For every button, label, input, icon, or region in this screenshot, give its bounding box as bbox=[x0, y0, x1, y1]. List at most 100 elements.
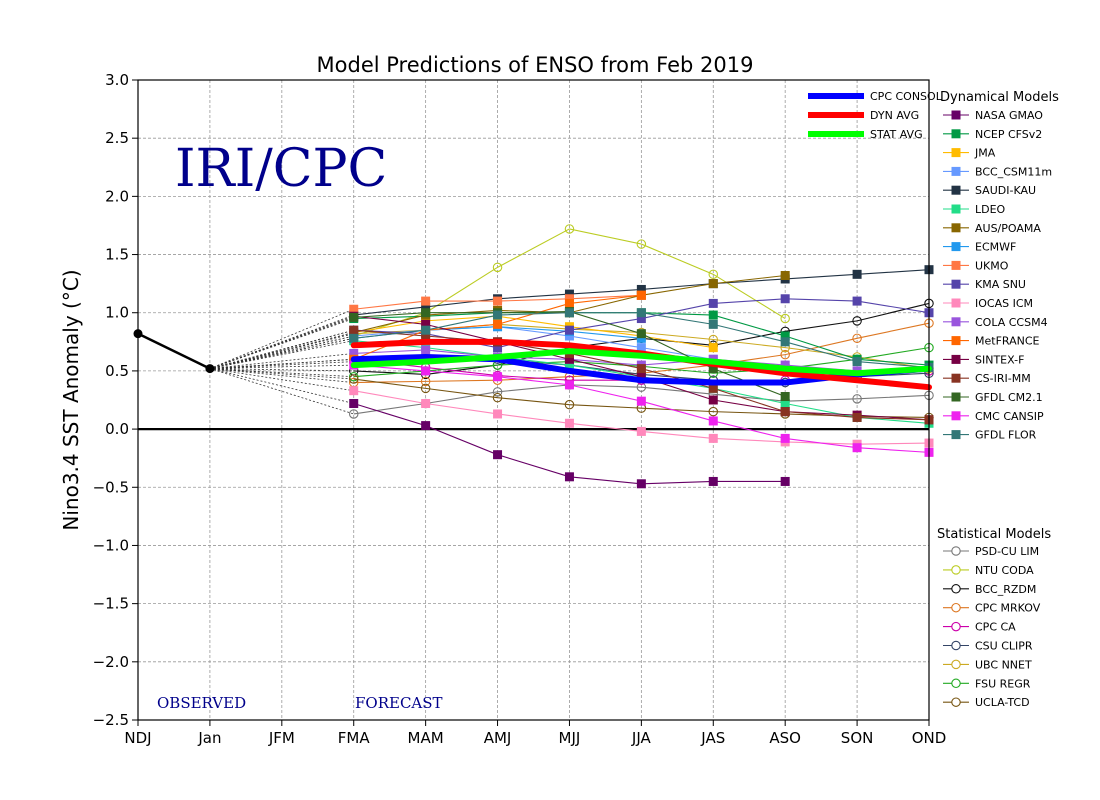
legend-label: FSU REGR bbox=[975, 677, 1031, 690]
data-point bbox=[780, 476, 790, 486]
data-point bbox=[636, 479, 646, 489]
data-point bbox=[349, 312, 359, 322]
data-point bbox=[564, 354, 574, 364]
legend-label: UBC NNET bbox=[975, 658, 1032, 671]
data-point bbox=[708, 319, 718, 329]
data-point bbox=[564, 380, 574, 390]
data-point bbox=[564, 360, 574, 370]
y-axis: 3.0 2.5 2.0 1.5 1.0 0.5 0.0 −0.5 −1.0 −1.5 −2.0 −2.… bbox=[93, 71, 138, 729]
data-point bbox=[349, 348, 359, 358]
data-point bbox=[564, 308, 574, 318]
legend-label: SAUDI-KAU bbox=[975, 184, 1036, 197]
data-point bbox=[852, 333, 862, 344]
x-tick-label: FMA bbox=[338, 729, 371, 747]
data-point bbox=[492, 262, 503, 273]
legend-marker bbox=[951, 336, 961, 346]
legend-label: GFDL FLOR bbox=[975, 429, 1037, 442]
dynamical-models-legend: Dynamical Models NASA GMAO NCEP CFSv2 JMA B… bbox=[940, 90, 1059, 442]
data-point bbox=[492, 392, 503, 403]
legend-marker bbox=[951, 223, 961, 233]
legend-marker bbox=[951, 354, 961, 364]
data-point bbox=[493, 372, 503, 382]
plot-border bbox=[137, 79, 930, 721]
observed-label: OBSERVED bbox=[157, 694, 246, 712]
legend-marker bbox=[951, 621, 961, 632]
fan-line bbox=[209, 368, 354, 392]
x-tick-label: AMJ bbox=[484, 729, 512, 747]
data-point bbox=[708, 416, 718, 426]
data-point bbox=[420, 376, 431, 387]
legend-marker bbox=[951, 602, 961, 613]
legend-marker bbox=[951, 565, 961, 575]
fan-line bbox=[209, 317, 354, 369]
x-tick-label: NDJ bbox=[124, 729, 151, 747]
data-point bbox=[636, 329, 646, 339]
legend-marker bbox=[951, 148, 961, 158]
legend-label: MetFRANCE bbox=[975, 335, 1040, 348]
legend-marker bbox=[951, 317, 961, 327]
x-tick-label: JFM bbox=[268, 729, 295, 747]
data-point bbox=[780, 392, 790, 402]
data-point bbox=[780, 398, 790, 408]
legend-marker bbox=[951, 697, 961, 707]
summary-line-stat-avg bbox=[350, 348, 932, 377]
data-point bbox=[493, 409, 503, 419]
legend-label: CPC MRKOV bbox=[975, 602, 1041, 615]
legend-label: LDEO bbox=[975, 203, 1006, 216]
data-point bbox=[493, 319, 503, 329]
data-point bbox=[564, 418, 574, 428]
data-point bbox=[348, 374, 359, 384]
legend-marker bbox=[951, 242, 961, 252]
data-point bbox=[708, 395, 718, 405]
data-point bbox=[636, 239, 647, 249]
data-point bbox=[636, 426, 646, 436]
data-point bbox=[348, 409, 359, 419]
x-tick-label: SON bbox=[841, 729, 874, 747]
x-tick-label: JAS bbox=[700, 729, 725, 747]
data-point bbox=[708, 433, 718, 443]
legend-label: SINTEX-F bbox=[975, 353, 1024, 366]
model-line bbox=[353, 384, 930, 415]
y-tick-label: 1.0 bbox=[105, 304, 129, 322]
legend-marker bbox=[951, 584, 961, 594]
forecast-fan-lines bbox=[209, 308, 354, 415]
y-tick-label: 3.0 bbox=[105, 71, 129, 89]
data-point bbox=[564, 325, 574, 335]
observed-point bbox=[205, 364, 215, 374]
fan-line bbox=[209, 353, 354, 369]
legend-label: KMA SNU bbox=[975, 278, 1026, 291]
data-point bbox=[421, 345, 431, 355]
legend-marker bbox=[951, 110, 961, 120]
data-point bbox=[564, 294, 574, 304]
data-point bbox=[421, 319, 431, 329]
data-point bbox=[421, 331, 431, 341]
model-nasa-gmao bbox=[349, 398, 790, 489]
data-point bbox=[564, 472, 574, 482]
data-point bbox=[420, 383, 431, 394]
legend-label: STAT AVG bbox=[870, 128, 923, 141]
plot-background bbox=[138, 80, 929, 720]
legend-marker bbox=[951, 260, 961, 270]
data-point bbox=[708, 364, 718, 374]
legend-marker bbox=[951, 411, 961, 421]
data-point bbox=[780, 349, 790, 360]
data-point bbox=[636, 308, 646, 318]
x-tick-label: JJA bbox=[631, 729, 652, 747]
fan-line bbox=[209, 368, 354, 415]
data-point bbox=[708, 383, 718, 393]
fan-line bbox=[209, 368, 354, 404]
data-point bbox=[852, 412, 862, 422]
legend-label: CPC CA bbox=[975, 621, 1016, 634]
data-point bbox=[780, 294, 790, 304]
x-tick-label: Jan bbox=[197, 729, 221, 747]
legend-label: JMA bbox=[974, 147, 996, 160]
data-point bbox=[708, 406, 719, 417]
legend-marker bbox=[951, 430, 961, 440]
legend-marker bbox=[951, 204, 961, 214]
data-point bbox=[492, 387, 503, 397]
legend-marker bbox=[951, 546, 961, 556]
data-point bbox=[852, 269, 862, 279]
data-point bbox=[564, 298, 574, 308]
legend-label: NCEP CFSv2 bbox=[975, 128, 1042, 141]
data-point bbox=[780, 337, 790, 347]
